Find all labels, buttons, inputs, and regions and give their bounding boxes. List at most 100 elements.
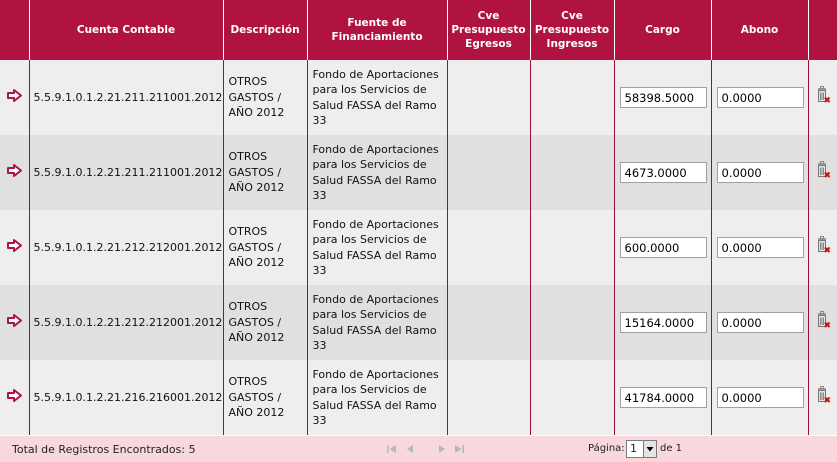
cargo-input[interactable] [619,312,707,333]
row-arrow-cell[interactable] [0,210,30,285]
fuente-line: Fondo de Aportaciones [312,292,439,306]
page-select-value: 1 [630,442,637,455]
header-cargo: Cargo [614,0,712,60]
abono-input[interactable] [716,237,804,258]
header-cve-egresos-line: Cve [477,10,500,22]
total-records-text: Total de Registros Encontrados: 5 [12,443,196,456]
trash-delete-icon[interactable] [815,161,831,182]
trash-delete-icon[interactable] [815,236,831,257]
records-table: Cuenta Contable Descripción Fuente de Fi… [0,0,837,435]
delete-cell[interactable] [808,135,837,210]
fuente-line: Fondo de Aportaciones [312,67,439,81]
pager-controls [386,442,468,455]
header-cve-ingresos-line: Ingresos [546,38,598,50]
header-cuenta: Cuenta Contable [29,0,224,60]
fuente-line: 33 [312,189,327,202]
fuente-line: 33 [312,414,327,427]
table-row: 5.5.9.1.0.1.2.21.211.211001.2012 OTROS GAS… [0,135,837,210]
arrow-right-icon[interactable] [6,163,22,180]
arrow-right-icon[interactable] [6,388,22,405]
cve-egresos-cell [447,360,531,435]
descripcion-cell: OTROS GASTOS / AÑO 2012 [223,60,308,135]
fuente-cell: Fondo de Aportaciones para los Servicios … [307,210,448,285]
trash-delete-icon[interactable] [815,386,831,407]
table-header-row: Cuenta Contable Descripción Fuente de Fi… [0,0,837,60]
page-select[interactable]: 1 [626,440,657,458]
descripcion-line: OTROS [228,75,268,89]
cargo-cell [614,135,712,210]
abono-cell [711,285,809,360]
descripcion-line: GASTOS / [228,165,282,179]
cve-ingresos-cell [530,285,615,360]
delete-cell[interactable] [808,285,837,360]
arrow-right-icon[interactable] [6,313,22,330]
header-descripcion: Descripción [223,0,308,60]
descripcion-line: GASTOS / [228,390,282,404]
descripcion-line: AÑO 2012 [228,331,285,345]
fuente-cell: Fondo de Aportaciones para los Servicios … [307,60,448,135]
table-row: 5.5.9.1.0.1.2.21.212.212001.2012 OTROS GAS… [0,285,837,360]
table-row: 5.5.9.1.0.1.2.21.216.216001.2012 OTROS GAS… [0,360,837,435]
descripcion-line: OTROS [228,150,268,164]
last-page-icon[interactable] [453,443,465,455]
row-arrow-cell[interactable] [0,60,30,135]
abono-cell [711,135,809,210]
cve-egresos-cell [447,135,531,210]
abono-input[interactable] [716,87,804,108]
descripcion-line: AÑO 2012 [228,181,285,195]
descripcion-line: AÑO 2012 [228,406,285,420]
cargo-input[interactable] [619,162,707,183]
row-arrow-cell[interactable] [0,135,30,210]
descripcion-line: GASTOS / [228,90,282,104]
cve-ingresos-cell [530,210,615,285]
descripcion-line: OTROS [228,375,268,389]
header-cve-egresos-line: Egresos [465,38,512,50]
delete-cell[interactable] [808,360,837,435]
delete-cell[interactable] [808,210,837,285]
delete-cell[interactable] [808,60,837,135]
cve-ingresos-cell [530,135,615,210]
arrow-right-icon[interactable] [6,88,22,105]
page-of-text: de 1 [660,443,683,454]
first-page-icon[interactable] [386,443,398,455]
fuente-line: 33 [312,114,327,127]
descripcion-line: GASTOS / [228,240,282,254]
fuente-line: Fondo de Aportaciones [312,217,439,231]
abono-input[interactable] [716,312,804,333]
fuente-line: 33 [312,339,327,352]
cve-egresos-cell [447,210,531,285]
fuente-line: para los Servicios de [312,233,427,246]
arrow-right-icon[interactable] [6,238,22,255]
header-cve-ingresos: Cve Presupuesto Ingresos [530,0,615,60]
fuente-line: Salud FASSA del Ramo [312,398,437,412]
descripcion-cell: OTROS GASTOS / AÑO 2012 [223,285,308,360]
cargo-input[interactable] [619,387,707,408]
next-page-icon[interactable] [437,443,447,455]
fuente-line: 33 [312,264,327,277]
abono-cell [711,210,809,285]
cargo-input[interactable] [619,237,707,258]
table-footer: Total de Registros Encontrados: 5 Página… [0,436,837,462]
row-arrow-cell[interactable] [0,285,30,360]
header-cve-egresos: Cve Presupuesto Egresos [447,0,531,60]
abono-input[interactable] [716,162,804,183]
chevron-down-icon[interactable] [643,441,656,457]
row-arrow-cell[interactable] [0,360,30,435]
descripcion-cell: OTROS GASTOS / AÑO 2012 [223,135,308,210]
fuente-line: Salud FASSA del Ramo [312,173,437,187]
fuente-line: Fondo de Aportaciones [312,142,439,156]
fuente-line: para los Servicios de [312,383,427,396]
fuente-line: Salud FASSA del Ramo [312,323,437,337]
descripcion-cell: OTROS GASTOS / AÑO 2012 [223,360,308,435]
cve-egresos-cell [447,285,531,360]
abono-input[interactable] [716,387,804,408]
fuente-line: Fondo de Aportaciones [312,367,439,381]
trash-delete-icon[interactable] [815,86,831,107]
cargo-input[interactable] [619,87,707,108]
descripcion-line: AÑO 2012 [228,256,285,270]
trash-delete-icon[interactable] [815,311,831,332]
fuente-line: para los Servicios de [312,308,427,321]
abono-cell [711,60,809,135]
prev-page-icon[interactable] [405,443,415,455]
header-cve-ingresos-line: Presupuesto [534,24,610,36]
